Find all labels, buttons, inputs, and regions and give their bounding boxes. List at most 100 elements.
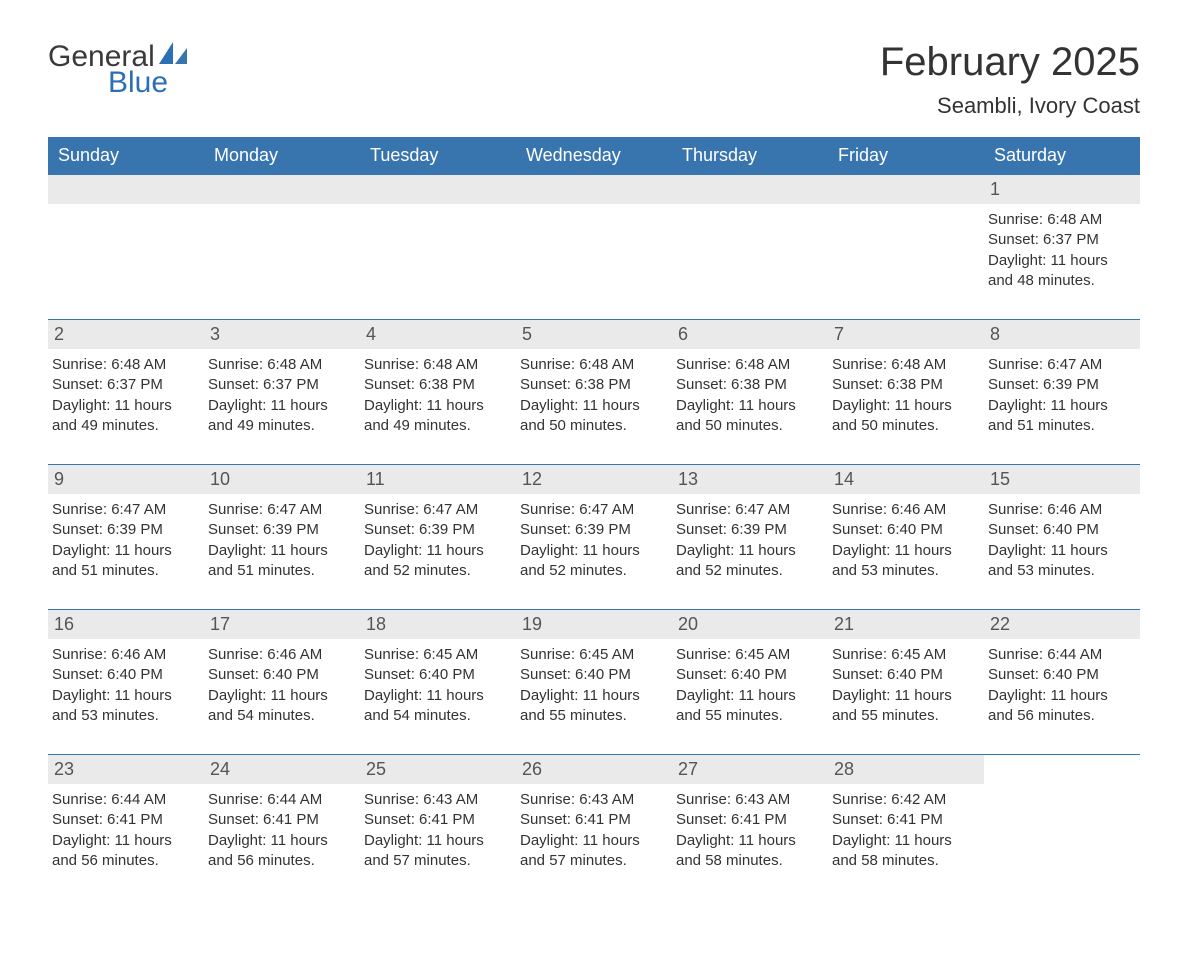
calendar-cell: 9 Sunrise: 6:47 AMSunset: 6:39 PMDaylight… (48, 465, 204, 610)
day-line-dl1: Daylight: 11 hours (676, 831, 818, 851)
day-number: 23 (48, 755, 204, 784)
calendar-week: 16Sunrise: 6:46 AMSunset: 6:40 PMDayligh… (48, 610, 1140, 755)
day-line-sunset: Sunset: 6:38 PM (364, 375, 506, 395)
calendar-cell: 19 Sunrise: 6:45 AMSunset: 6:40 PMDayligh… (516, 610, 672, 755)
day-line-sunset: Sunset: 6:40 PM (676, 665, 818, 685)
day-line-sunrise: Sunrise: 6:43 AM (520, 790, 662, 810)
day-line-sunrise: Sunrise: 6:47 AM (364, 500, 506, 520)
day-line-dl2: and 52 minutes. (520, 561, 662, 581)
day-line-sunset: Sunset: 6:38 PM (676, 375, 818, 395)
day-line-sunrise: Sunrise: 6:47 AM (520, 500, 662, 520)
day-number: 13 (672, 465, 828, 494)
calendar-cell: 24Sunrise: 6:44 AMSunset: 6:41 PMDayligh… (204, 755, 360, 900)
calendar-cell: 1Sunrise: 6:48 AMSunset: 6:37 PMDaylight… (984, 175, 1140, 320)
day-line-dl1: Daylight: 11 hours (676, 686, 818, 706)
day-line-dl1: Daylight: 11 hours (52, 831, 194, 851)
day-content: Sunrise: 6:48 AMSunset: 6:37 PMDaylight:… (988, 210, 1130, 291)
day-line-dl1: Daylight: 11 hours (676, 541, 818, 561)
day-line-sunset: Sunset: 6:39 PM (364, 520, 506, 540)
day-line-sunset: Sunset: 6:40 PM (832, 665, 974, 685)
calendar-cell: 26Sunrise: 6:43 AMSunset: 6:41 PMDayligh… (516, 755, 672, 900)
day-content: Sunrise: 6:48 AMSunset: 6:37 PMDaylight:… (208, 355, 350, 436)
day-line-dl2: and 57 minutes. (364, 851, 506, 871)
day-line-dl2: and 52 minutes. (676, 561, 818, 581)
day-line-sunset: Sunset: 6:39 PM (520, 520, 662, 540)
day-line-dl2: and 54 minutes. (208, 706, 350, 726)
day-line-sunset: Sunset: 6:38 PM (832, 375, 974, 395)
day-header: Friday (828, 137, 984, 175)
day-content: Sunrise: 6:47 AMSunset: 6:39 PMDaylight:… (52, 500, 194, 581)
calendar-cell: 18 Sunrise: 6:45 AMSunset: 6:40 PMDayligh… (360, 610, 516, 755)
day-line-sunset: Sunset: 6:38 PM (520, 375, 662, 395)
day-number: 2 (48, 320, 204, 349)
day-line-sunrise: Sunrise: 6:46 AM (988, 500, 1130, 520)
calendar-cell: 2Sunrise: 6:48 AMSunset: 6:37 PMDaylight… (48, 320, 204, 465)
day-line-sunset: Sunset: 6:37 PM (988, 230, 1130, 250)
day-line-sunset: Sunset: 6:40 PM (988, 520, 1130, 540)
day-line-dl2: and 50 minutes. (520, 416, 662, 436)
day-line-sunrise: Sunrise: 6:43 AM (676, 790, 818, 810)
day-content: Sunrise: 6:44 AMSunset: 6:41 PMDaylight:… (52, 790, 194, 871)
day-content: Sunrise: 6:46 AMSunset: 6:40 PMDaylight:… (988, 500, 1130, 581)
calendar-cell (48, 175, 204, 320)
day-line-sunrise: Sunrise: 6:44 AM (988, 645, 1130, 665)
location: Seambli, Ivory Coast (880, 93, 1140, 119)
day-line-dl1: Daylight: 11 hours (52, 541, 194, 561)
day-content: Sunrise: 6:47 AMSunset: 6:39 PMDaylight:… (520, 500, 662, 581)
day-line-sunset: Sunset: 6:41 PM (364, 810, 506, 830)
day-number: 19 (516, 610, 672, 639)
day-line-sunrise: Sunrise: 6:48 AM (988, 210, 1130, 230)
day-number: 5 (516, 320, 672, 349)
calendar-cell: 13Sunrise: 6:47 AMSunset: 6:39 PMDayligh… (672, 465, 828, 610)
empty-strip (828, 175, 984, 204)
day-line-sunrise: Sunrise: 6:45 AM (832, 645, 974, 665)
day-line-dl1: Daylight: 11 hours (520, 831, 662, 851)
day-header: Sunday (48, 137, 204, 175)
calendar-week: 2Sunrise: 6:48 AMSunset: 6:37 PMDaylight… (48, 320, 1140, 465)
calendar-cell (672, 175, 828, 320)
day-line-sunset: Sunset: 6:37 PM (52, 375, 194, 395)
day-line-sunset: Sunset: 6:41 PM (52, 810, 194, 830)
calendar-cell: 21Sunrise: 6:45 AMSunset: 6:40 PMDayligh… (828, 610, 984, 755)
day-line-dl2: and 57 minutes. (520, 851, 662, 871)
day-line-dl1: Daylight: 11 hours (832, 541, 974, 561)
calendar-cell: 14Sunrise: 6:46 AMSunset: 6:40 PMDayligh… (828, 465, 984, 610)
day-number: 9 (48, 465, 204, 494)
calendar-cell: 5Sunrise: 6:48 AMSunset: 6:38 PMDaylight… (516, 320, 672, 465)
day-line-dl1: Daylight: 11 hours (364, 396, 506, 416)
calendar-cell: 22Sunrise: 6:44 AMSunset: 6:40 PMDayligh… (984, 610, 1140, 755)
day-header: Tuesday (360, 137, 516, 175)
day-header: Monday (204, 137, 360, 175)
day-line-sunset: Sunset: 6:41 PM (832, 810, 974, 830)
month-title: February 2025 (880, 40, 1140, 85)
day-header: Thursday (672, 137, 828, 175)
day-line-dl2: and 58 minutes. (676, 851, 818, 871)
day-line-sunrise: Sunrise: 6:44 AM (208, 790, 350, 810)
calendar-table: SundayMondayTuesdayWednesdayThursdayFrid… (48, 137, 1140, 899)
day-content: Sunrise: 6:43 AMSunset: 6:41 PMDaylight:… (676, 790, 818, 871)
calendar-cell: 16Sunrise: 6:46 AMSunset: 6:40 PMDayligh… (48, 610, 204, 755)
day-line-sunset: Sunset: 6:41 PM (208, 810, 350, 830)
day-number: 14 (828, 465, 984, 494)
day-line-sunset: Sunset: 6:39 PM (988, 375, 1130, 395)
day-line-sunset: Sunset: 6:40 PM (520, 665, 662, 685)
day-number: 20 (672, 610, 828, 639)
day-content: Sunrise: 6:47 AMSunset: 6:39 PMDaylight:… (208, 500, 350, 581)
day-line-dl1: Daylight: 11 hours (364, 686, 506, 706)
day-line-dl1: Daylight: 11 hours (520, 396, 662, 416)
day-number: 26 (516, 755, 672, 784)
day-content: Sunrise: 6:45 AMSunset: 6:40 PMDaylight:… (364, 645, 506, 726)
day-line-sunset: Sunset: 6:40 PM (208, 665, 350, 685)
day-line-dl1: Daylight: 11 hours (988, 541, 1130, 561)
day-line-dl2: and 55 minutes. (832, 706, 974, 726)
logo-text-blue: Blue (108, 66, 168, 100)
day-line-dl2: and 50 minutes. (676, 416, 818, 436)
day-number: 27 (672, 755, 828, 784)
day-line-dl2: and 58 minutes. (832, 851, 974, 871)
day-content: Sunrise: 6:48 AMSunset: 6:38 PMDaylight:… (832, 355, 974, 436)
day-line-dl1: Daylight: 11 hours (208, 541, 350, 561)
day-content: Sunrise: 6:45 AMSunset: 6:40 PMDaylight:… (520, 645, 662, 726)
calendar-cell: 4Sunrise: 6:48 AMSunset: 6:38 PMDaylight… (360, 320, 516, 465)
day-line-dl1: Daylight: 11 hours (832, 831, 974, 851)
day-number: 18 (360, 610, 516, 639)
